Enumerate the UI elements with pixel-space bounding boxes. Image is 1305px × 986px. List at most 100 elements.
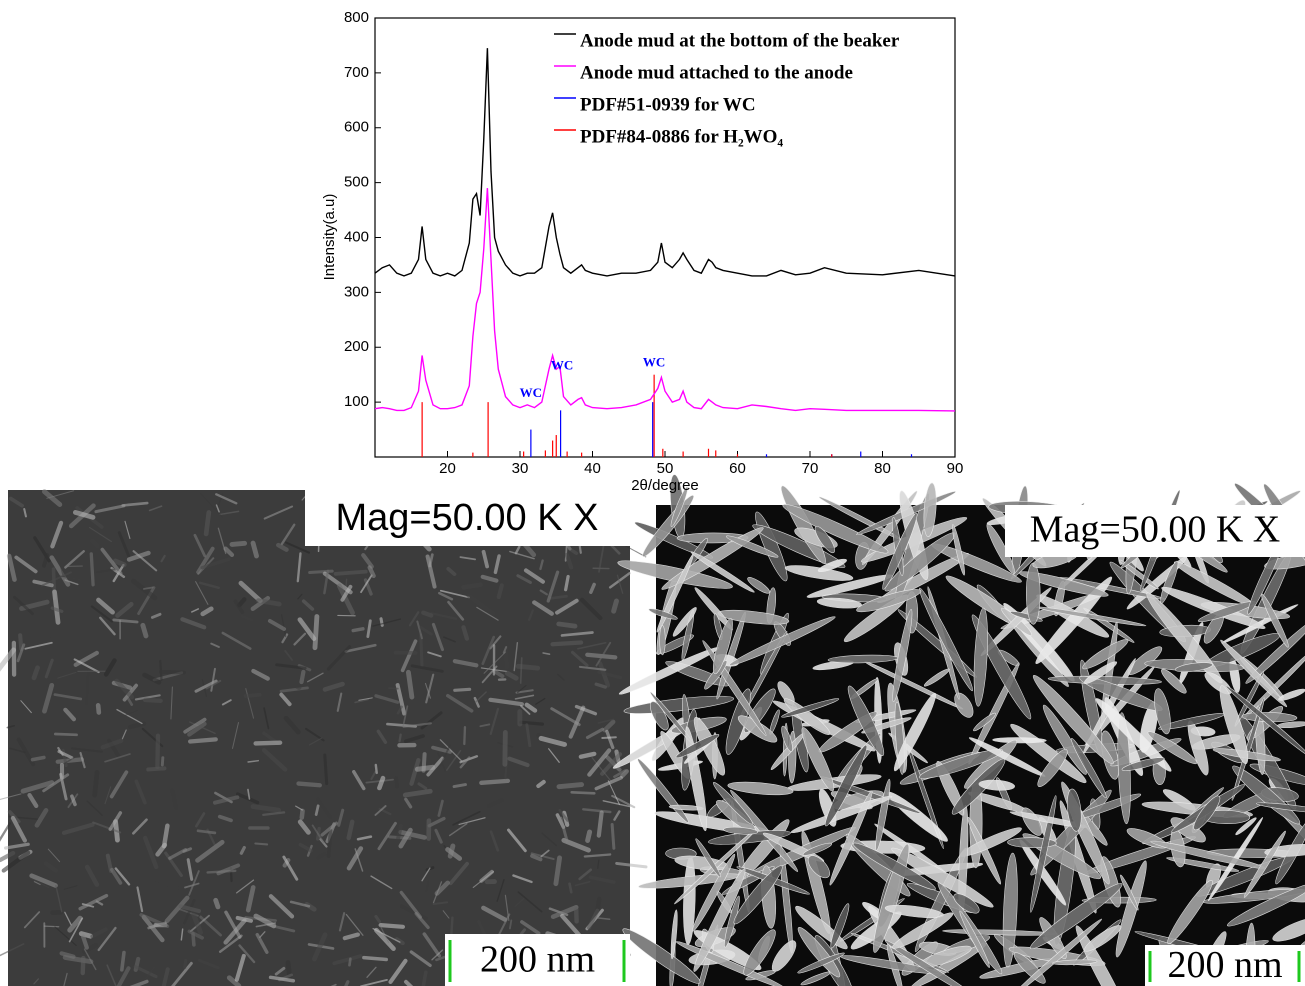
- sem-platelet: [771, 940, 797, 972]
- sem-flake: [233, 599, 245, 615]
- sem-flake: [9, 747, 26, 754]
- sem-flake: [71, 747, 103, 753]
- sem-flake: [121, 501, 149, 507]
- sem-platelet: [670, 486, 688, 528]
- sem-flake: [279, 692, 292, 707]
- sem-flake: [306, 672, 324, 683]
- sem-flake: [280, 523, 296, 546]
- sem-flake: [43, 925, 60, 928]
- sem-platelet: [814, 525, 835, 554]
- sem-platelet: [783, 698, 831, 735]
- sem-platelet: [891, 912, 954, 949]
- sem-flake: [186, 858, 194, 881]
- sem-flake: [427, 816, 446, 828]
- sem-flake: [110, 867, 123, 885]
- sem-platelet: [1084, 925, 1122, 952]
- sem-platelet: [1052, 959, 1098, 966]
- sem-flake: [340, 584, 353, 602]
- sem-platelet: [856, 589, 922, 613]
- sem-flake: [18, 633, 24, 651]
- sem-platelet: [693, 868, 746, 972]
- sem-flake: [100, 547, 123, 576]
- x-tick-label: 50: [657, 460, 674, 477]
- sem-platelet: [1272, 917, 1305, 942]
- sem-flake: [161, 823, 170, 849]
- sem-flake: [400, 639, 418, 673]
- sem-flake: [40, 571, 72, 587]
- x-tick-label: 90: [947, 460, 964, 477]
- sem-flake: [312, 932, 328, 962]
- sem-platelet: [695, 838, 721, 878]
- sem-flake: [489, 635, 502, 650]
- sem-flake: [564, 552, 574, 570]
- sem-flake: [550, 904, 579, 919]
- sem-flake: [403, 734, 425, 744]
- sem-flake: [351, 627, 365, 633]
- sem-platelet: [672, 607, 697, 637]
- sem-flake: [20, 780, 55, 794]
- sem-platelet: [729, 616, 836, 666]
- sem-flake: [68, 917, 84, 943]
- sem-flake: [425, 880, 430, 893]
- sem-flake: [299, 808, 305, 820]
- legend-label: Anode mud at the bottom of the beaker: [580, 30, 900, 51]
- sem-flake: [597, 670, 623, 680]
- sem-flake: [255, 932, 269, 954]
- sem-flake: [0, 647, 17, 672]
- sem-flake: [523, 568, 545, 584]
- sem-flake: [297, 819, 311, 835]
- sem-flake: [312, 614, 320, 651]
- scale-bar-box: [445, 934, 630, 986]
- sem-flake: [106, 964, 117, 986]
- sem-flake: [16, 737, 36, 767]
- legend-label: PDF#51-0939 for WC: [580, 94, 756, 115]
- sem-platelet: [1115, 860, 1147, 958]
- sem-flake: [479, 723, 491, 728]
- sem-flake: [180, 617, 207, 630]
- sem-flake: [142, 697, 163, 703]
- sem-flake: [452, 810, 481, 826]
- sem-flake: [124, 520, 131, 540]
- sem-flake: [83, 948, 97, 971]
- sem-flake: [57, 671, 77, 679]
- sem-flake: [374, 927, 396, 951]
- sem-platelet: [978, 779, 1015, 791]
- sem-flake: [323, 753, 329, 786]
- sem-flake: [405, 669, 415, 700]
- sem-flake: [92, 769, 100, 798]
- sem-flake: [213, 897, 221, 910]
- peak-annotation: WC: [643, 355, 665, 370]
- sem-flake: [338, 912, 346, 932]
- sem-flake: [559, 816, 569, 843]
- sem-flake: [519, 657, 523, 684]
- sem-platelet: [782, 504, 889, 554]
- sem-flake: [481, 635, 496, 666]
- sem-flake: [42, 552, 50, 568]
- sem-flake: [578, 751, 597, 759]
- sem-flake: [541, 832, 558, 847]
- sem-flake: [112, 618, 139, 624]
- sem-platelet: [659, 625, 666, 656]
- sem-flake: [183, 898, 196, 925]
- sem-flake: [504, 670, 519, 681]
- sem-platelet: [825, 744, 868, 827]
- sem-flake: [616, 574, 624, 594]
- sem-platelet: [725, 535, 779, 558]
- sem-flake: [103, 658, 117, 677]
- sem-platelet: [1160, 560, 1179, 604]
- sem-flake: [354, 848, 364, 872]
- sem-flake: [281, 633, 289, 644]
- sem-flake: [372, 927, 401, 943]
- sem-flake: [134, 694, 161, 701]
- sem-flake: [245, 885, 256, 913]
- sem-flake: [585, 727, 605, 740]
- sem-platelet: [1167, 880, 1213, 945]
- sem-platelet: [1083, 661, 1118, 684]
- sem-flake: [155, 842, 168, 857]
- sem-flake: [431, 622, 445, 652]
- sem-flake: [356, 835, 373, 841]
- sem-flake: [78, 893, 109, 911]
- sem-flake: [200, 557, 231, 570]
- sem-flake: [178, 904, 202, 914]
